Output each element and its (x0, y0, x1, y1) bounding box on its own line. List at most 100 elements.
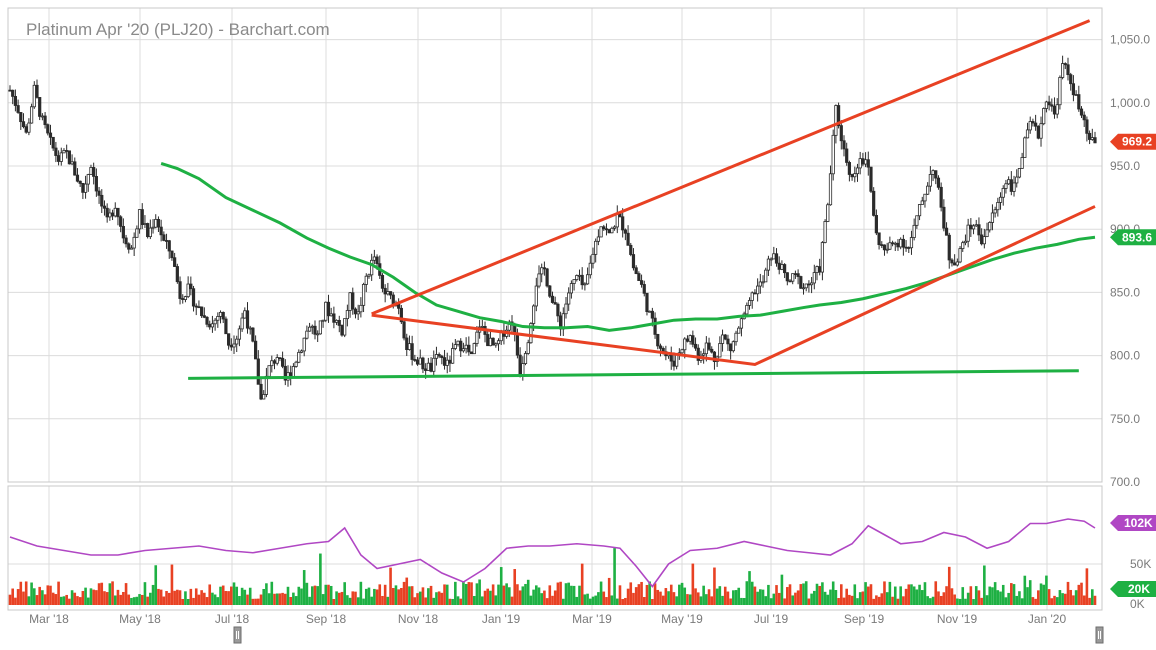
volume-bar (786, 587, 789, 605)
volume-bar (629, 582, 633, 605)
volume-bar (11, 588, 14, 605)
volume-bar (405, 577, 409, 605)
candle-body (413, 359, 417, 361)
candle-body (418, 357, 422, 365)
volume-bar (313, 585, 317, 605)
candle-body (221, 311, 225, 320)
volume-bar (750, 581, 754, 605)
volume-bar (853, 584, 857, 605)
candle-body (348, 292, 352, 311)
candle-body (275, 357, 279, 364)
volume-bar (24, 581, 28, 605)
volume-bar (494, 595, 498, 605)
volume-bar (1088, 597, 1091, 605)
candle-body (361, 284, 366, 306)
candle-body (737, 327, 741, 334)
candle-body (248, 327, 252, 330)
volume-bar (43, 594, 47, 605)
candle-body (48, 132, 53, 138)
candle-body (297, 351, 301, 363)
volume-bar (73, 592, 77, 605)
candle-body (440, 355, 444, 359)
date-tick-label: Jul '18 (215, 612, 250, 626)
volume-bar (850, 595, 854, 605)
volume-bar (375, 589, 379, 605)
volume-bar (475, 583, 479, 605)
volume-bar (561, 598, 565, 605)
volume-bar (869, 584, 873, 605)
volume-bar (508, 587, 511, 605)
volume-bar (742, 598, 746, 605)
volume-bar (947, 566, 951, 605)
candle-body (920, 200, 924, 205)
candle-body (577, 274, 582, 277)
price-tick-label: 950.0 (1110, 159, 1140, 173)
candle-body (801, 287, 806, 290)
volume-bar (545, 598, 549, 605)
volume-bar (980, 597, 983, 605)
volume-bar (1001, 584, 1005, 605)
volume-bar (108, 583, 112, 605)
candle-body (931, 170, 935, 175)
volume-bar (76, 596, 79, 605)
volume-bar (888, 581, 892, 605)
candle-body (13, 95, 17, 106)
volume-bar (632, 592, 635, 605)
volume-bar (262, 588, 266, 605)
volume-bar (162, 596, 166, 605)
candle-body (229, 344, 233, 348)
candle-body (958, 248, 962, 263)
volume-bar (669, 584, 673, 605)
volume-bar (513, 569, 517, 605)
volume-bar (270, 581, 274, 605)
volume-bar (192, 597, 195, 605)
candle-body (872, 190, 876, 216)
volume-panel[interactable] (7, 485, 1103, 611)
candle-body (491, 337, 495, 346)
candle-body (591, 253, 595, 264)
range-end-handle[interactable] (1095, 626, 1104, 644)
candle-body (1017, 168, 1022, 178)
volume-bar (551, 595, 554, 605)
candle-body (950, 259, 954, 264)
volume-bar (68, 598, 71, 605)
candle-body (27, 122, 31, 133)
upper-channel-trendline (371, 19, 1091, 316)
candle-body (445, 359, 449, 366)
volume-bar (408, 586, 411, 605)
candle-body (1009, 179, 1013, 192)
volume-bar (559, 581, 562, 605)
volume-bar (737, 587, 741, 605)
candle-body (345, 310, 349, 320)
candle-body (235, 338, 239, 345)
volume-bar (481, 596, 484, 605)
volume-bar (966, 592, 970, 605)
volume-bar (16, 589, 20, 605)
volume-bar (251, 598, 255, 605)
volume-bar (92, 589, 95, 605)
volume-bar (113, 595, 117, 605)
volume-bar (324, 584, 328, 605)
candle-body (955, 261, 959, 266)
candle-body (291, 366, 295, 377)
volume-bar (939, 595, 943, 605)
volume-bar (694, 588, 697, 605)
volume-bar (321, 594, 325, 605)
range-start-handle[interactable] (233, 626, 242, 644)
volume-bar (373, 588, 376, 605)
candle-body (966, 224, 970, 242)
candle-body (942, 206, 946, 229)
candle-body (1071, 83, 1076, 96)
moving-average-label: 893.6 (1122, 230, 1152, 244)
candle-body (227, 333, 231, 346)
candle-body (81, 182, 85, 193)
candle-body (564, 303, 568, 315)
candle-body (1036, 125, 1040, 139)
volume-bar (378, 584, 382, 605)
volume-bar (337, 592, 341, 605)
volume-bar (953, 594, 956, 605)
price-panel[interactable] (7, 7, 1103, 483)
candle-body (326, 301, 331, 317)
candle-body (772, 253, 776, 260)
volume-bar (667, 591, 670, 605)
